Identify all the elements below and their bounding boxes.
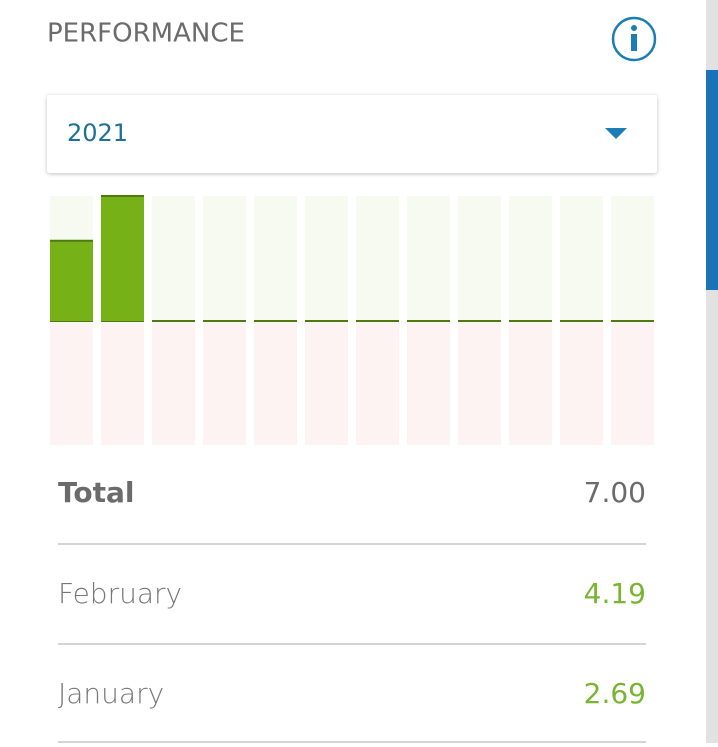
row-label: February xyxy=(58,577,182,610)
negative-band xyxy=(509,322,552,445)
info-button[interactable] xyxy=(611,16,657,62)
negative-band xyxy=(152,322,195,445)
summary-table: Total 7.00 February 4.19 January 2.69 xyxy=(58,476,646,743)
bar-top xyxy=(101,195,144,197)
info-circle xyxy=(611,16,657,62)
positive-band xyxy=(560,196,603,321)
positive-band xyxy=(458,196,501,321)
positive-band xyxy=(509,196,552,321)
positive-band xyxy=(611,196,654,321)
zero-line xyxy=(356,320,399,322)
row-value: 4.19 xyxy=(584,577,646,610)
zero-line xyxy=(407,320,450,322)
negative-band xyxy=(203,322,246,445)
positive-band xyxy=(356,196,399,321)
zero-line xyxy=(152,320,195,322)
negative-band xyxy=(254,322,297,445)
positive-band xyxy=(407,196,450,321)
info-stem xyxy=(631,34,637,51)
bar xyxy=(50,240,93,321)
negative-band xyxy=(407,322,450,445)
zero-line xyxy=(509,320,552,322)
year-dropdown[interactable]: 2021 xyxy=(47,95,657,173)
row-label: January xyxy=(58,677,164,710)
negative-band xyxy=(611,322,654,445)
zero-line xyxy=(458,320,501,322)
zero-line xyxy=(305,320,348,322)
negative-band xyxy=(305,322,348,445)
zero-line xyxy=(611,320,654,322)
negative-band xyxy=(101,322,144,445)
scrollbar-thumb[interactable] xyxy=(706,70,718,290)
zero-line xyxy=(560,320,603,322)
negative-band xyxy=(560,322,603,445)
negative-band xyxy=(458,322,501,445)
dropdown-value: 2021 xyxy=(67,119,128,147)
positive-band xyxy=(254,196,297,321)
row-value: 2.69 xyxy=(584,677,646,710)
positive-band xyxy=(203,196,246,321)
total-value: 7.00 xyxy=(584,476,646,509)
positive-band xyxy=(152,196,195,321)
bar-top xyxy=(50,239,93,242)
negative-band xyxy=(356,322,399,445)
total-label: Total xyxy=(58,476,135,509)
panel-title: PERFORMANCE xyxy=(47,19,245,49)
positive-band xyxy=(305,196,348,321)
monthly-chart xyxy=(50,195,654,445)
info-dot xyxy=(631,25,637,31)
negative-band xyxy=(50,322,93,445)
dropdown-arrow xyxy=(605,128,627,139)
bar xyxy=(101,196,144,321)
zero-line xyxy=(203,320,246,322)
dropdown-box xyxy=(47,95,657,173)
zero-line xyxy=(254,320,297,322)
